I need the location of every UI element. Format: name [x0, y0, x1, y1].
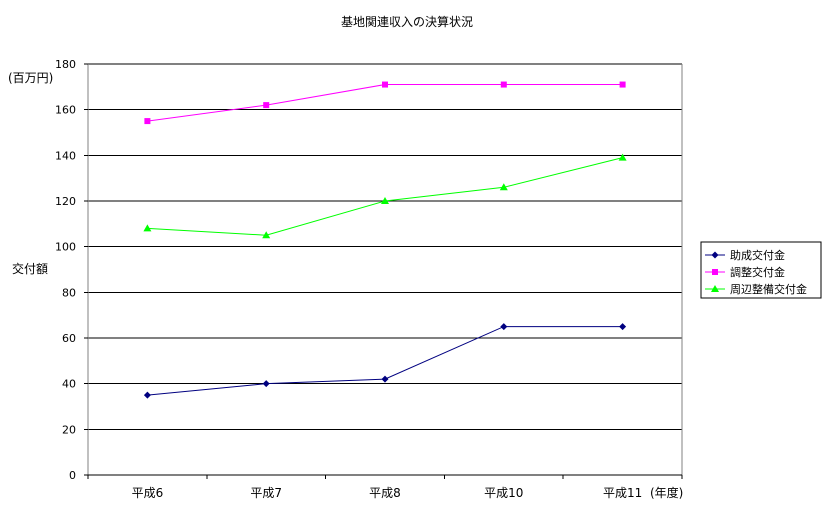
series-line: [147, 84, 623, 122]
legend-label: 調整交付金: [730, 265, 785, 279]
legend-item: 助成交付金: [705, 248, 785, 262]
series-3: [143, 153, 627, 239]
y-tick-label: 40: [62, 378, 76, 391]
series-line: [147, 157, 623, 236]
x-tick-label: 平成6: [132, 486, 164, 500]
x-tick-label: 平成10: [484, 486, 523, 500]
data-point: [381, 375, 389, 383]
x-tick-label: 平成11: [603, 486, 642, 500]
legend-marker: [712, 269, 718, 275]
x-axis-unit: (年度): [650, 485, 683, 500]
y-tick-label: 140: [55, 149, 76, 162]
x-tick-label: 平成7: [250, 486, 282, 500]
y-axis-ticks: 0 20 40 60 80 100 120 140 160 180: [55, 58, 88, 482]
data-point: [619, 323, 627, 331]
y-tick-label: 80: [62, 286, 76, 299]
y-axis-label: 交付額: [12, 261, 48, 276]
y-tick-label: 100: [55, 241, 76, 254]
y-tick-label: 20: [62, 423, 76, 436]
data-point: [144, 118, 151, 125]
y-tick-label: 120: [55, 195, 76, 208]
series-2: [144, 81, 626, 125]
data-point: [619, 81, 626, 88]
legend-item: 周辺整備交付金: [705, 282, 807, 296]
chart-title: 基地関連収入の決算状況: [341, 14, 473, 29]
x-axis-ticks: 平成6 平成7 平成8 平成10 平成11: [87, 475, 683, 500]
data-point: [381, 197, 389, 204]
y-tick-label: 0: [69, 469, 76, 482]
data-point: [262, 380, 270, 388]
y-axis-unit: (百万円): [8, 71, 53, 85]
legend-item: 調整交付金: [705, 265, 785, 279]
data-point: [500, 323, 508, 331]
data-point: [263, 102, 270, 109]
data-point: [143, 224, 152, 232]
x-tick-label: 平成8: [369, 486, 401, 500]
legend-label: 助成交付金: [730, 248, 785, 262]
legend-label: 周辺整備交付金: [730, 282, 807, 296]
gridlines: [87, 63, 683, 476]
y-tick-label: 60: [62, 332, 76, 345]
data-point: [618, 153, 627, 161]
data-point: [143, 391, 151, 399]
legend-marker: [711, 285, 719, 292]
series-1: [143, 323, 627, 399]
data-point: [500, 81, 507, 88]
y-tick-label: 160: [55, 104, 76, 117]
data-point: [382, 81, 388, 88]
data-point: [262, 231, 271, 239]
series-line: [147, 326, 623, 396]
series-group: [143, 81, 627, 399]
data-point: [499, 183, 508, 191]
y-tick-label: 180: [55, 58, 76, 71]
legend-marker: [711, 251, 719, 259]
